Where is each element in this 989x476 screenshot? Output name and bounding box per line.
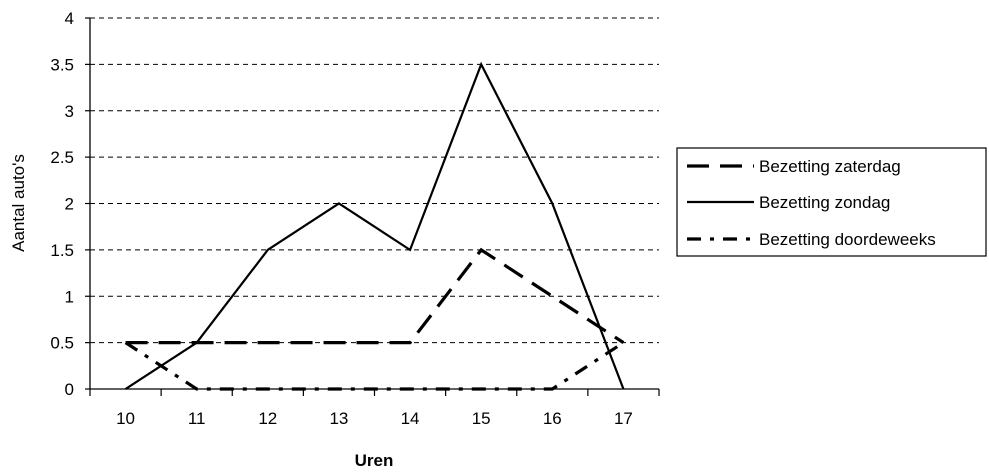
y-tick-label: 1.5: [50, 241, 74, 260]
y-tick-label: 4: [65, 9, 74, 28]
y-ticks: 0 0.5 1 1.5 2 2.5 3 3.5 4: [50, 9, 90, 399]
y-tick-label: 2: [65, 195, 74, 214]
series-line-bezetting-zondag: [124, 61, 625, 390]
y-tick-label: 0: [65, 380, 74, 399]
x-ticks: 10 11 12 13 14 15 16 17: [89, 389, 660, 428]
y-tick-label: 0.5: [50, 334, 74, 353]
grid-lines: [90, 17, 659, 344]
x-tick-label: 17: [614, 409, 633, 428]
legend-label: Bezetting zaterdag: [759, 157, 901, 176]
x-tick-label: 15: [472, 409, 491, 428]
legend-label: Bezetting doordeweeks: [759, 230, 936, 249]
x-tick-label: 10: [116, 409, 135, 428]
x-axis-title: Uren: [355, 451, 394, 470]
y-tick-label: 1: [65, 287, 74, 306]
x-tick-label: 12: [258, 409, 277, 428]
series-line-bezetting-doordeweeks: [124, 341, 625, 391]
series-line-bezetting-zaterdag: [125, 247, 625, 345]
y-axis-title: Aantal auto's: [9, 154, 28, 252]
x-tick-label: 14: [401, 409, 420, 428]
x-tick-label: 11: [188, 409, 206, 428]
y-tick-label: 3.5: [50, 55, 74, 74]
series-lines: [124, 61, 625, 391]
x-tick-label: 16: [543, 409, 562, 428]
y-tick-label: 2.5: [50, 148, 74, 167]
legend-label: Bezetting zondag: [759, 193, 890, 212]
legend: Bezetting zaterdag Bezetting zondag Bezett…: [676, 147, 987, 257]
x-tick-label: 13: [329, 409, 348, 428]
y-tick-label: 3: [65, 102, 74, 121]
